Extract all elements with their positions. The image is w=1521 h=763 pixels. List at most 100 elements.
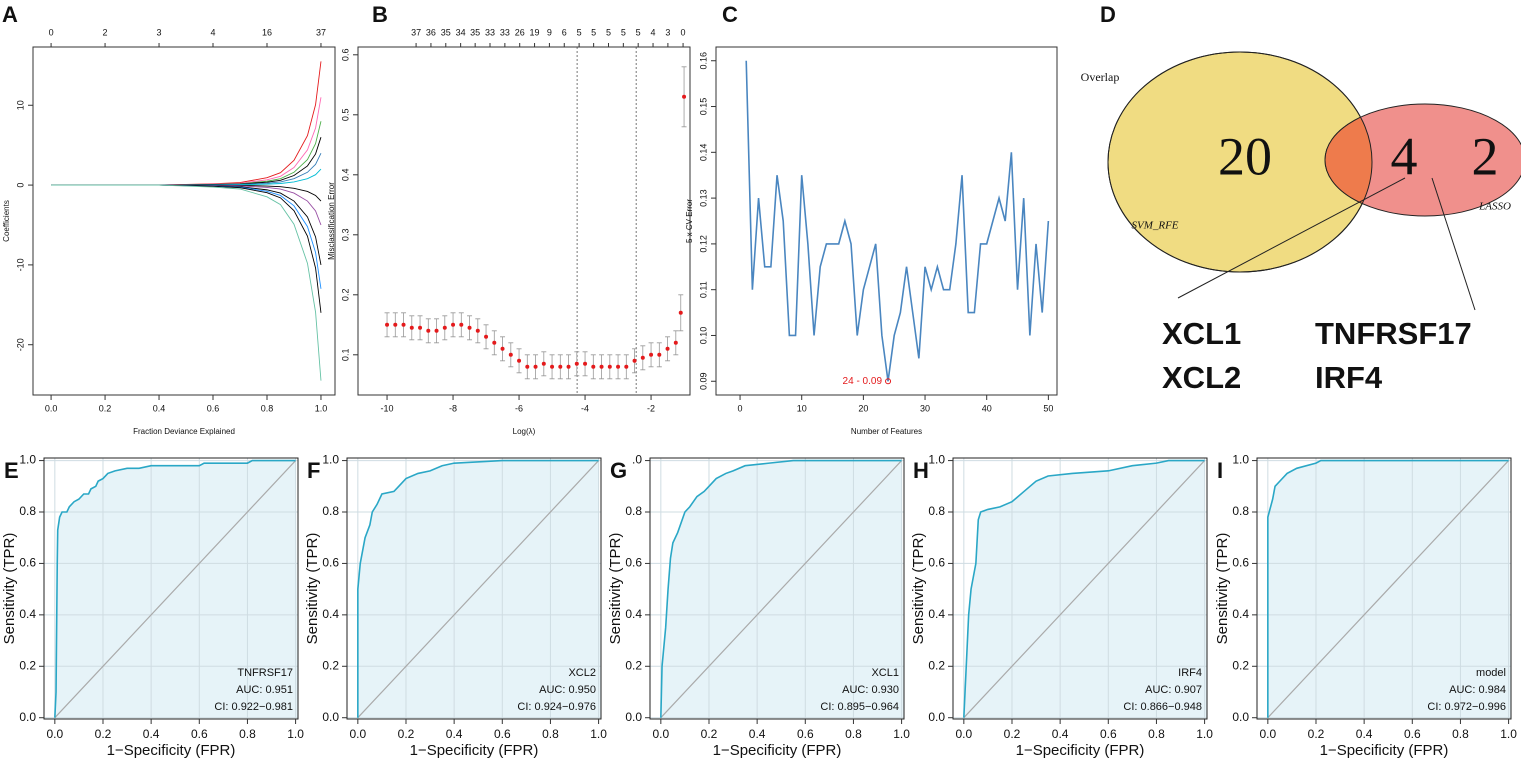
annotation: 24 - 0.09 — [843, 376, 883, 387]
roc-annotation: AUC: 0.984 — [1449, 684, 1506, 696]
x-tick-label: -6 — [515, 403, 523, 413]
x2-tick-label: 34 — [456, 27, 466, 37]
plot-frame — [952, 457, 1208, 720]
line — [51, 137, 322, 186]
diagonal — [660, 460, 903, 719]
roc-annotation: CI: 0.866−0.948 — [1123, 701, 1202, 713]
roc-annotation: AUC: 0.930 — [842, 684, 899, 696]
line — [51, 61, 322, 186]
point — [583, 361, 588, 366]
x-tick-label: 0.2 — [95, 727, 112, 741]
x-tick-label: 0.2 — [398, 727, 415, 741]
x-tick-label: 0.0 — [955, 727, 972, 741]
x2-tick-label: 26 — [515, 27, 525, 37]
point — [484, 334, 489, 339]
y-tick-label: 0.5 — [340, 109, 350, 122]
point — [640, 355, 645, 360]
count: 4 — [1391, 126, 1418, 186]
point — [607, 364, 612, 369]
gene: TNFRSF17 — [1315, 316, 1472, 351]
x-axis-label: Number of Features — [851, 427, 922, 436]
line — [54, 459, 296, 718]
x-tick-label: 1.0 — [893, 727, 910, 741]
roc-annotation: model — [1476, 667, 1506, 679]
y-tick-label: 0.2 — [928, 658, 945, 672]
roc-annotation: IRF4 — [1178, 667, 1202, 679]
count: 2 — [1472, 126, 1499, 186]
x-tick-label: 0.4 — [749, 727, 766, 741]
point — [500, 346, 505, 351]
panel-letter: B — [372, 2, 388, 27]
y-tick-label: 0.6 — [19, 556, 36, 570]
line — [51, 184, 322, 289]
point — [533, 364, 538, 369]
y-tick-label: 0.4 — [1232, 607, 1249, 621]
panel-letter: F — [307, 458, 320, 483]
y-tick-label: 0.2 — [322, 658, 339, 672]
plot-frame — [346, 457, 602, 720]
y-tick-label: .0 — [632, 453, 642, 467]
x-tick-label: 0.4 — [1052, 727, 1069, 741]
roc-annotation: CI: 0.924−0.976 — [517, 701, 596, 713]
line — [51, 97, 322, 186]
point — [426, 328, 431, 333]
x-axis-label: Fraction Deviance Explained — [133, 427, 235, 436]
line — [51, 168, 322, 186]
min-marker — [885, 378, 892, 385]
y-tick-label: 0.8 — [928, 504, 945, 518]
roc-annotation: CI: 0.972−0.996 — [1427, 701, 1506, 713]
plot-frame — [32, 46, 336, 396]
y-axis-label: Sensitivity (TPR) — [1, 533, 18, 645]
set-label: LASSO — [1478, 201, 1511, 213]
point — [451, 322, 456, 327]
set-overlap — [1324, 103, 1372, 217]
y-tick-label: 0.2 — [625, 658, 642, 672]
x-tick-label: 0.0 — [349, 727, 366, 741]
y-tick-label: 0.4 — [928, 607, 945, 621]
x2-tick-label: 3 — [157, 27, 162, 37]
y-tick-label: -20 — [15, 338, 25, 351]
x-tick-label: 1.0 — [287, 727, 304, 741]
diagonal — [54, 460, 297, 719]
y-tick-label: 0.0 — [19, 710, 36, 724]
x-axis-label: 1−Specificity (FPR) — [410, 742, 539, 759]
point — [616, 364, 621, 369]
x2-tick-label: 19 — [530, 27, 540, 37]
y-tick-label: 1.0 — [322, 453, 339, 467]
x-tick-label: 0.2 — [99, 403, 112, 413]
point — [467, 325, 472, 330]
point — [409, 325, 414, 330]
point — [475, 328, 480, 333]
x-tick-label: 0.0 — [1259, 727, 1276, 741]
y-tick-label: 0.10 — [698, 327, 708, 345]
y-tick-label: 0.6 — [1232, 556, 1249, 570]
x-tick-label: 0.4 — [446, 727, 463, 741]
y-tick-label: 0.6 — [625, 556, 642, 570]
y-tick-label: 0.15 — [698, 98, 708, 116]
y-tick-label: 0 — [15, 183, 25, 188]
roc-annotation: XCL1 — [871, 667, 899, 679]
point — [599, 364, 604, 369]
roc-annotation: AUC: 0.907 — [1145, 684, 1202, 696]
x-tick-label: -8 — [449, 403, 457, 413]
roc-annotation: CI: 0.922−0.981 — [214, 701, 293, 713]
panel-letter: C — [722, 2, 738, 27]
y-tick-label: 0.6 — [928, 556, 945, 570]
x-tick-label: 0.6 — [494, 727, 511, 741]
roc-annotation: AUC: 0.950 — [539, 684, 596, 696]
plot-frame — [43, 457, 299, 720]
point — [657, 352, 662, 357]
y-tick-label: 0.4 — [340, 169, 350, 182]
x-tick-label: 0.8 — [1452, 727, 1469, 741]
plot-frame — [715, 46, 1058, 396]
y-tick-label: 0.09 — [698, 372, 708, 390]
x2-tick-label: 5 — [591, 27, 596, 37]
y-tick-label: 0.0 — [1232, 710, 1249, 724]
x-tick-label: 1.0 — [1500, 727, 1517, 741]
x2-tick-label: 5 — [577, 27, 582, 37]
x-tick-label: -2 — [647, 403, 655, 413]
x-tick-label: 0.0 — [652, 727, 669, 741]
y-tick-label: 1.0 — [1232, 453, 1249, 467]
y-tick-label: 0.12 — [698, 235, 708, 253]
